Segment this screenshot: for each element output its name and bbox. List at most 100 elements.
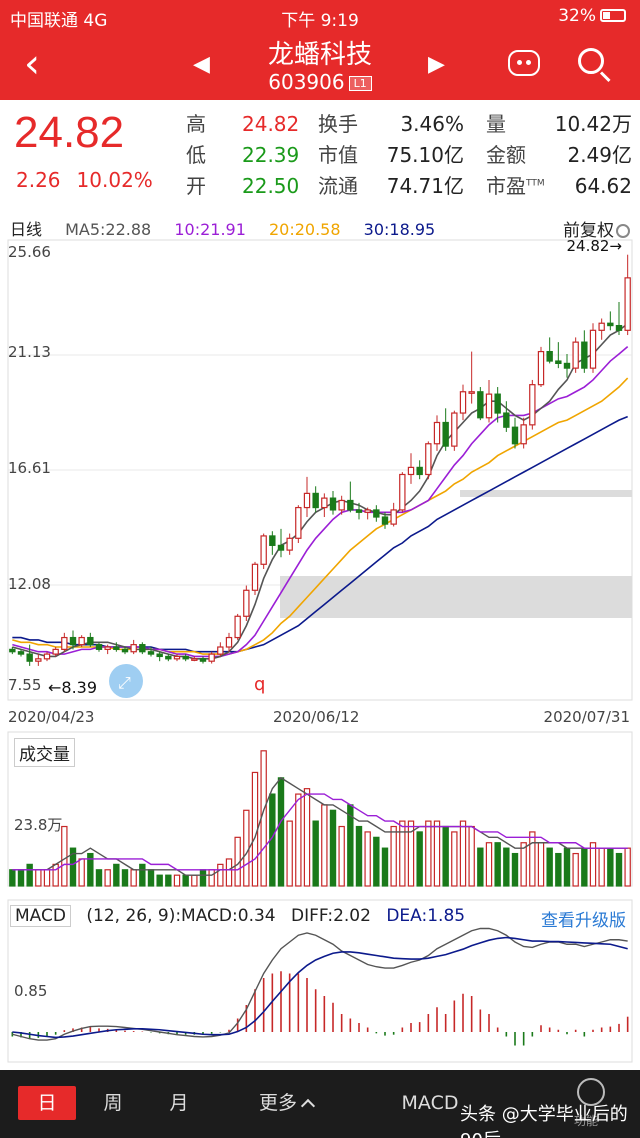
menu-icon[interactable] [577,1078,605,1106]
candle-body [139,644,146,653]
candle-body [355,509,363,513]
period-label[interactable]: 日线 [10,220,43,239]
candle-body [520,424,527,445]
volume-frame [7,731,633,887]
min-price-marker: ←8.39 [48,678,98,697]
volume-bar [329,809,337,887]
tab-month[interactable]: 月 [169,1092,189,1114]
macd-name[interactable]: MACD [10,905,71,927]
candle-body [69,636,77,646]
candle-body [563,362,571,369]
volume-bar [182,874,189,887]
adjust-label: 前复权 [563,221,614,241]
candle-body [17,651,25,655]
candle-body [104,646,111,650]
volume-bar [390,825,397,887]
macd-frame [7,899,633,1063]
volume-bar [399,820,406,887]
candle-body [113,646,120,650]
last-price: 24.82 [14,108,125,157]
volume-bar [321,804,328,887]
volume-bar [295,793,302,887]
indicator-selector[interactable]: MACD [401,1092,459,1114]
quote-col-1: 高 24.82 低 22.39 开 22.50 [186,108,300,201]
candle-body [338,499,345,511]
adjust-selector[interactable]: 前复权 [563,216,630,241]
volume-bar [364,831,371,887]
robot-assistant-icon[interactable] [508,50,540,76]
open-value: 22.50 [242,174,300,198]
volume-bar [572,852,579,887]
candle-body [130,644,137,653]
candle-body [199,658,207,662]
volume-panel-tag[interactable]: 成交量 [14,738,75,767]
tab-day[interactable]: 日 [18,1086,76,1120]
volume-bar [459,820,467,887]
volume-bar [598,847,605,887]
pe-label: 市盈TTM [486,174,545,198]
candle-body [173,655,181,660]
volume-bar [303,788,311,887]
macd-params: (12, 26, 9):MACD:0.34 [86,906,276,926]
volume-bar [43,869,51,887]
volume-bar [277,777,285,887]
volume-bar [624,847,631,887]
tab-more[interactable]: 更多 [246,1086,326,1120]
volume-bar [87,852,94,887]
candle-body [217,646,224,655]
turnover-label: 换手 [318,112,358,136]
volume-bar [355,825,363,887]
candle-body [269,535,276,546]
tab-week[interactable]: 周 [103,1092,123,1114]
volume-bar [451,831,458,887]
volume-bar [35,869,42,887]
low-value: 22.39 [242,143,300,167]
candle-body [43,653,51,660]
back-arrow-icon[interactable]: ‹ [24,41,40,87]
search-icon[interactable] [578,48,604,74]
candle-body [277,544,285,551]
prev-stock-icon[interactable]: ◀ [193,52,210,77]
candle-body [156,653,163,658]
macd-diff: DIFF:2.02 [291,906,371,926]
expand-icon-glyph: ⤢ [118,673,131,692]
ma30-value: 30:18.95 [363,220,436,239]
volume-bar [581,847,588,887]
battery-icon [600,9,626,22]
volume-bar [26,863,33,887]
candle-body [537,350,545,386]
candle-body [260,535,267,565]
volume-bar [433,820,441,887]
volume-bar [95,869,103,887]
candle-body [477,391,484,419]
func-label: 功能 [574,1114,599,1128]
y-label-bottom: 7.55 [8,676,42,694]
upgrade-link[interactable]: 查看升级版 [541,911,626,931]
candle-body [572,341,579,369]
gear-icon[interactable] [616,224,630,238]
mcap-label: 市值 [318,143,358,167]
candle-body [147,651,155,655]
volume-bar [9,869,16,887]
volume-bar [555,852,562,887]
y-label-4: 12.08 [8,575,51,593]
volume-bar [416,831,423,887]
next-stock-icon[interactable]: ▶ [428,52,445,77]
float-label: 流通 [318,174,358,198]
volume-bar [442,825,449,887]
candle-body [399,473,406,511]
quote-col-3: 量 10.42万 金额 2.49亿 市盈TTM 64.62 [486,108,632,201]
volume-bar [615,852,623,887]
candle-body [26,653,33,662]
max-price-marker: 24.82→ [566,237,622,255]
candle-body [546,350,553,362]
candle-body [243,589,250,617]
candle-body [182,655,189,660]
turnover-value: 3.46% [400,112,464,136]
volume-bar [243,809,250,887]
ma10-value: 10:21.91 [174,220,246,239]
stock-name: 龙蟠科技 [267,40,372,70]
carrier-label: 中国联通 [10,11,78,31]
high-value: 24.82 [242,112,300,136]
stock-chart[interactable]: ⤢ q [0,0,640,1070]
